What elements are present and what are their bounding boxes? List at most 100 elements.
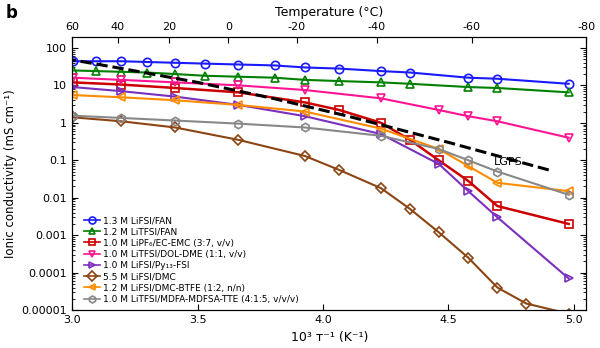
1.0 M LiPF₆/EC-EMC (3:7, v/v) xyxy=(565,222,572,226)
1.2 M LiTFSI/FAN xyxy=(565,90,572,94)
1.2 M LiTFSI/FAN xyxy=(377,80,385,85)
Line: 1.3 M LiFSI/FAN: 1.3 M LiFSI/FAN xyxy=(68,57,573,88)
1.3 M LiFSI/FAN xyxy=(301,65,308,70)
1.0 M LiPF₆/EC-EMC (3:7, v/v) xyxy=(435,158,442,163)
1.2 M LiFSI/DMC-BTFE (1:2, n/n) xyxy=(69,93,76,97)
1.0 M LiPF₆/EC-EMC (3:7, v/v) xyxy=(377,121,385,125)
1.0 M LiPF₆/EC-EMC (3:7, v/v) xyxy=(336,108,343,112)
1.0 M LiTFSI/MDFA-MDFSA-TTE (4:1:5, v/v/v) xyxy=(301,125,308,129)
1.0 M LiPF₆/EC-EMC (3:7, v/v) xyxy=(406,138,413,142)
1.2 M LiTFSI/FAN xyxy=(92,69,100,73)
1.0 M LiTFSI/DOL-DME (1:1, v/v) xyxy=(69,76,76,80)
1.3 M LiFSI/FAN xyxy=(406,70,413,74)
1.0 M LiTFSI/DOL-DME (1:1, v/v) xyxy=(235,83,242,87)
1.0 M LiPF₆/EC-EMC (3:7, v/v) xyxy=(301,100,308,104)
5.5 M LiFSI/DMC xyxy=(494,285,501,290)
1.3 M LiFSI/FAN xyxy=(494,77,501,81)
5.5 M LiFSI/DMC xyxy=(377,186,385,190)
Line: 1.0 M LiFSI/Py₁₃-FSI: 1.0 M LiFSI/Py₁₃-FSI xyxy=(68,83,573,283)
1.2 M LiTFSI/FAN xyxy=(494,86,501,90)
1.2 M LiFSI/DMC-BTFE (1:2, n/n) xyxy=(118,95,125,100)
Line: 1.0 M LiTFSI/DOL-DME (1:1, v/v): 1.0 M LiTFSI/DOL-DME (1:1, v/v) xyxy=(68,73,573,142)
1.0 M LiTFSI/DOL-DME (1:1, v/v) xyxy=(172,80,179,85)
5.5 M LiFSI/DMC xyxy=(235,138,242,142)
X-axis label: 10³ ᴛ⁻¹ (K⁻¹): 10³ ᴛ⁻¹ (K⁻¹) xyxy=(290,331,368,343)
1.0 M LiPF₆/EC-EMC (3:7, v/v) xyxy=(235,90,242,94)
5.5 M LiFSI/DMC xyxy=(301,154,308,158)
1.0 M LiFSI/Py₁₃-FSI xyxy=(465,189,472,193)
1.3 M LiFSI/FAN xyxy=(172,61,179,65)
5.5 M LiFSI/DMC xyxy=(69,115,76,119)
5.5 M LiFSI/DMC xyxy=(118,119,125,123)
1.2 M LiTFSI/FAN xyxy=(69,68,76,72)
1.0 M LiFSI/Py₁₃-FSI xyxy=(235,103,242,107)
1.0 M LiFSI/Py₁₃-FSI xyxy=(377,132,385,136)
Line: 1.0 M LiPF₆/EC-EMC (3:7, v/v): 1.0 M LiPF₆/EC-EMC (3:7, v/v) xyxy=(68,78,573,228)
1.0 M LiTFSI/MDFA-MDFSA-TTE (4:1:5, v/v/v) xyxy=(494,169,501,174)
1.2 M LiFSI/DMC-BTFE (1:2, n/n) xyxy=(465,164,472,168)
1.3 M LiFSI/FAN xyxy=(271,63,278,68)
1.0 M LiPF₆/EC-EMC (3:7, v/v) xyxy=(118,82,125,87)
1.0 M LiPF₆/EC-EMC (3:7, v/v) xyxy=(494,204,501,208)
1.0 M LiTFSI/DOL-DME (1:1, v/v) xyxy=(465,114,472,118)
1.3 M LiFSI/FAN xyxy=(202,62,209,66)
X-axis label: Temperature (°C): Temperature (°C) xyxy=(275,6,383,19)
1.0 M LiTFSI/MDFA-MDFSA-TTE (4:1:5, v/v/v) xyxy=(172,118,179,122)
1.2 M LiTFSI/FAN xyxy=(118,70,125,74)
1.0 M LiTFSI/DOL-DME (1:1, v/v) xyxy=(377,96,385,101)
Text: LGPS: LGPS xyxy=(494,157,523,167)
1.0 M LiTFSI/MDFA-MDFSA-TTE (4:1:5, v/v/v) xyxy=(235,121,242,126)
1.3 M LiFSI/FAN xyxy=(377,69,385,73)
1.2 M LiFSI/DMC-BTFE (1:2, n/n) xyxy=(235,103,242,107)
1.0 M LiTFSI/DOL-DME (1:1, v/v) xyxy=(301,88,308,92)
5.5 M LiFSI/DMC xyxy=(336,168,343,172)
1.2 M LiFSI/DMC-BTFE (1:2, n/n) xyxy=(301,109,308,113)
1.0 M LiPF₆/EC-EMC (3:7, v/v) xyxy=(465,179,472,183)
1.0 M LiTFSI/MDFA-MDFSA-TTE (4:1:5, v/v/v) xyxy=(465,158,472,163)
Y-axis label: Ionic conductivity (mS cm⁻¹): Ionic conductivity (mS cm⁻¹) xyxy=(4,89,17,258)
Line: 1.0 M LiTFSI/MDFA-MDFSA-TTE (4:1:5, v/v/v): 1.0 M LiTFSI/MDFA-MDFSA-TTE (4:1:5, v/v/… xyxy=(68,111,573,199)
1.0 M LiTFSI/MDFA-MDFSA-TTE (4:1:5, v/v/v) xyxy=(69,113,76,118)
1.2 M LiFSI/DMC-BTFE (1:2, n/n) xyxy=(172,98,179,102)
1.3 M LiFSI/FAN xyxy=(92,59,100,63)
1.2 M LiTFSI/FAN xyxy=(271,76,278,80)
1.0 M LiFSI/Py₁₃-FSI xyxy=(118,89,125,93)
1.0 M LiTFSI/MDFA-MDFSA-TTE (4:1:5, v/v/v) xyxy=(118,116,125,120)
1.0 M LiFSI/Py₁₃-FSI xyxy=(69,85,76,89)
1.2 M LiTFSI/FAN xyxy=(406,82,413,86)
Line: 5.5 M LiFSI/DMC: 5.5 M LiFSI/DMC xyxy=(70,114,572,317)
1.2 M LiFSI/DMC-BTFE (1:2, n/n) xyxy=(494,181,501,185)
1.2 M LiFSI/DMC-BTFE (1:2, n/n) xyxy=(377,127,385,131)
5.5 M LiFSI/DMC xyxy=(523,301,530,306)
1.3 M LiFSI/FAN xyxy=(69,59,76,63)
5.5 M LiFSI/DMC xyxy=(172,125,179,129)
1.0 M LiFSI/Py₁₃-FSI xyxy=(172,95,179,99)
1.0 M LiTFSI/MDFA-MDFSA-TTE (4:1:5, v/v/v) xyxy=(377,134,385,138)
1.0 M LiFSI/Py₁₃-FSI xyxy=(565,276,572,280)
1.3 M LiFSI/FAN xyxy=(235,62,242,66)
1.0 M LiTFSI/DOL-DME (1:1, v/v) xyxy=(118,78,125,82)
1.2 M LiFSI/DMC-BTFE (1:2, n/n) xyxy=(565,189,572,193)
1.0 M LiFSI/Py₁₃-FSI xyxy=(494,215,501,220)
1.3 M LiFSI/FAN xyxy=(565,82,572,86)
1.3 M LiFSI/FAN xyxy=(143,60,151,64)
1.2 M LiTFSI/FAN xyxy=(336,79,343,83)
1.0 M LiFSI/Py₁₃-FSI xyxy=(435,162,442,166)
Legend: 1.3 M LiFSI/FAN, 1.2 M LiTFSI/FAN, 1.0 M LiPF₆/EC-EMC (3:7, v/v), 1.0 M LiTFSI/D: 1.3 M LiFSI/FAN, 1.2 M LiTFSI/FAN, 1.0 M… xyxy=(80,212,303,307)
1.0 M LiPF₆/EC-EMC (3:7, v/v) xyxy=(172,86,179,90)
1.2 M LiTFSI/FAN xyxy=(235,74,242,79)
Text: b: b xyxy=(5,4,17,22)
1.2 M LiFSI/DMC-BTFE (1:2, n/n) xyxy=(435,147,442,151)
1.0 M LiTFSI/MDFA-MDFSA-TTE (4:1:5, v/v/v) xyxy=(565,193,572,197)
1.3 M LiFSI/FAN xyxy=(336,66,343,71)
1.0 M LiFSI/Py₁₃-FSI xyxy=(301,114,308,118)
1.2 M LiTFSI/FAN xyxy=(172,72,179,76)
5.5 M LiFSI/DMC xyxy=(465,256,472,260)
1.2 M LiTFSI/FAN xyxy=(301,78,308,82)
1.2 M LiTFSI/FAN xyxy=(202,74,209,78)
1.3 M LiFSI/FAN xyxy=(118,59,125,63)
5.5 M LiFSI/DMC xyxy=(565,312,572,316)
1.0 M LiTFSI/DOL-DME (1:1, v/v) xyxy=(435,108,442,112)
Line: 1.2 M LiTFSI/FAN: 1.2 M LiTFSI/FAN xyxy=(68,66,573,96)
1.0 M LiTFSI/DOL-DME (1:1, v/v) xyxy=(494,119,501,123)
